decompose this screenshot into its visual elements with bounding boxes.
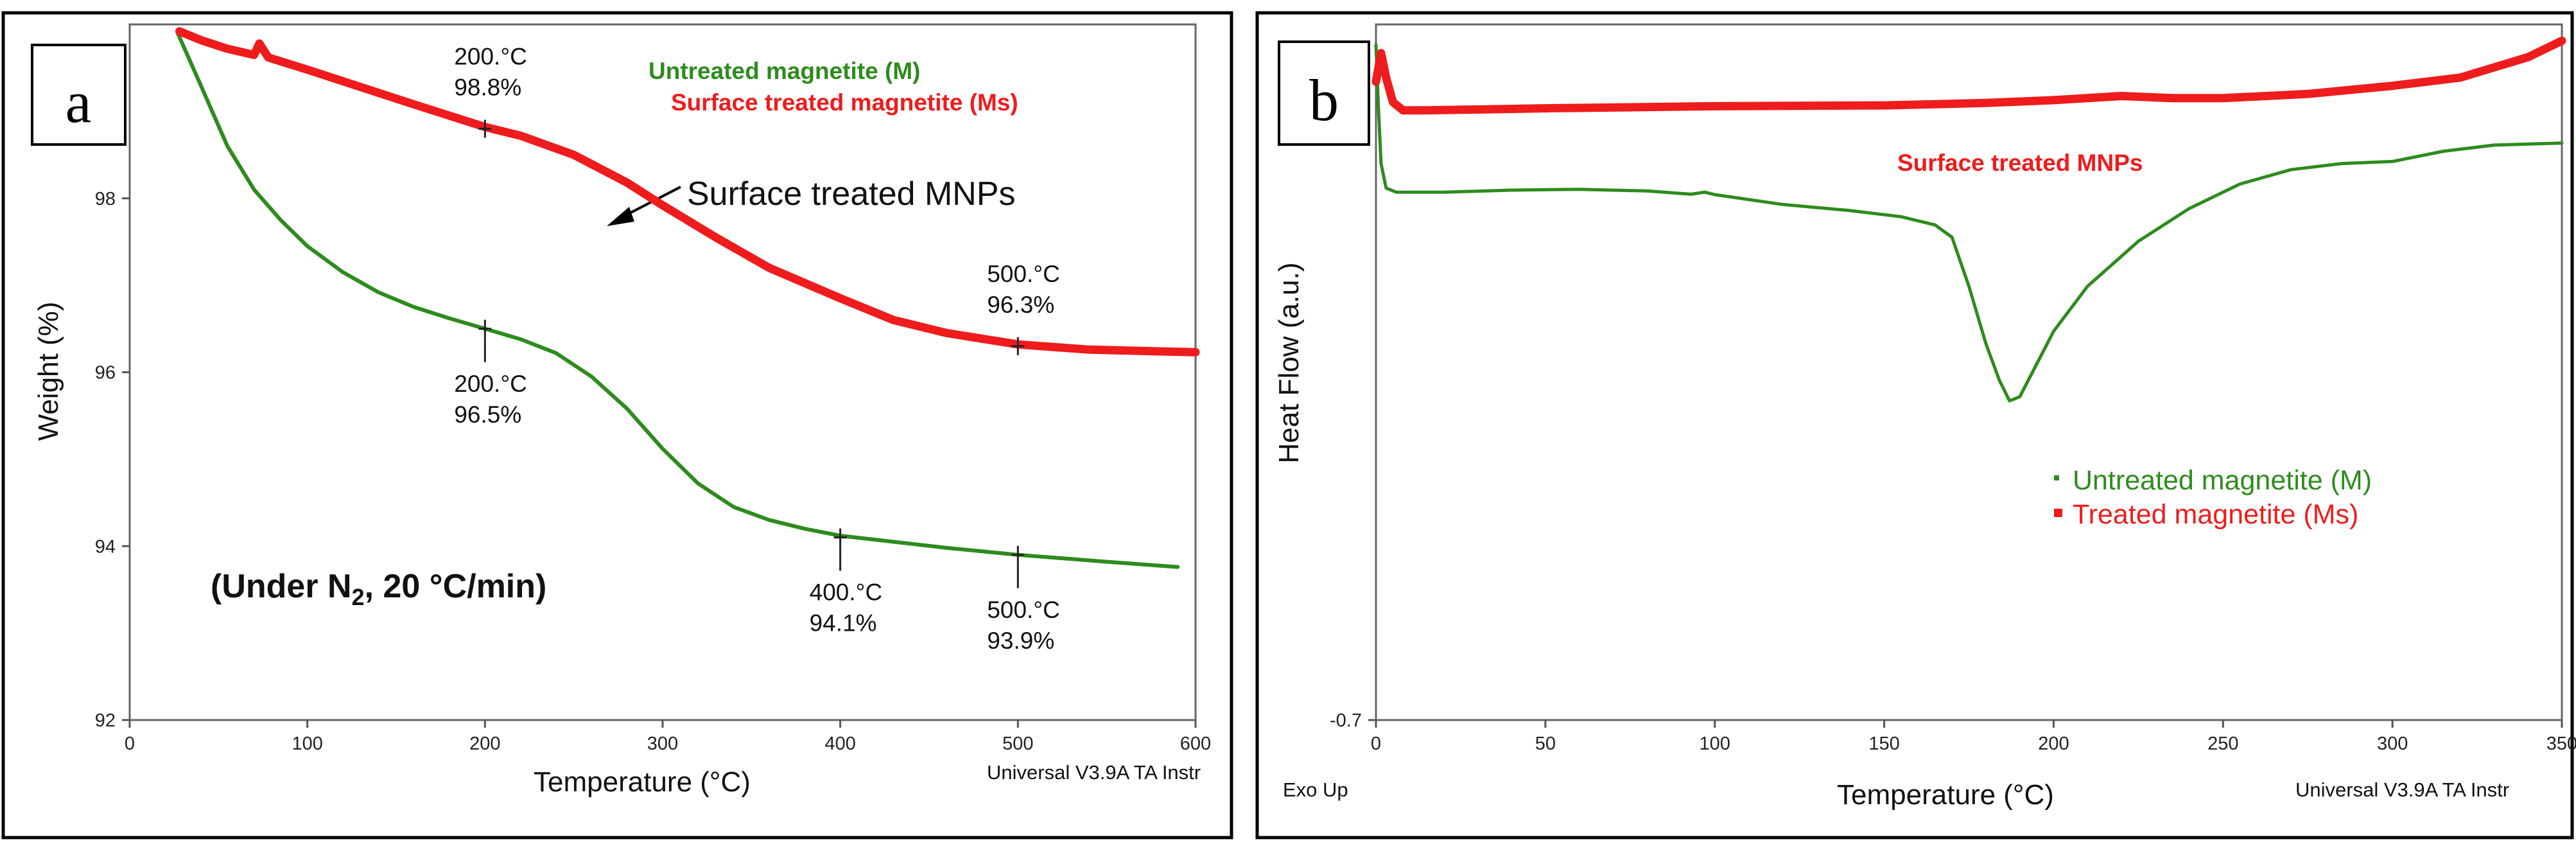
series-line-a-1 (175, 27, 1200, 356)
y-tick-label: 94 (95, 536, 116, 557)
annotation-temp: 200.°C (454, 43, 527, 69)
panel-b-y-axis-title: Heat Flow (a.u.) (1273, 263, 1305, 464)
panel-b-letter: b (1309, 67, 1339, 133)
panel-a-arrow-label: Surface treated MNPs (687, 175, 1016, 213)
panel-b-series-label: Surface treated MNPs (1897, 150, 2143, 176)
annotation-pct: 93.9% (987, 628, 1054, 654)
x-tick-label: 0 (125, 734, 135, 754)
panel-b: b Surface treated MNPs Untreated magneti… (1255, 11, 2576, 840)
panel-b-legend-marker-untreated (2054, 475, 2059, 480)
panel-b-frame (1255, 11, 2574, 840)
panel-a-condition: (Under N2, 20 °C/min) (211, 568, 546, 610)
annotation-temp: 400.°C (810, 579, 883, 606)
panel-a: a Untreated magnetite (M) Surface treate… (1, 11, 1233, 840)
panel-a-ticks: 0 100 200 300 400 500 600 92 94 96 98 (95, 189, 1211, 754)
y-tick-label: 92 (95, 710, 116, 731)
x-tick-label: 200 (2038, 734, 2069, 754)
x-tick-label: 600 (1180, 734, 1211, 754)
panel-b-footer: Universal V3.9A TA Instr (2295, 778, 2509, 801)
panel-a-frame (1, 11, 1233, 840)
panel-a-y-axis-title: Weight (%) (33, 302, 64, 441)
x-tick-label: 150 (1868, 734, 1899, 754)
y-tick-label: 98 (95, 189, 116, 209)
x-tick-label: 300 (647, 734, 678, 754)
panel-a-arrow-head (607, 207, 634, 226)
series-line-a-0 (175, 31, 1180, 569)
series-line-b-0 (1374, 43, 2564, 403)
x-tick-label: 500 (1002, 734, 1033, 754)
panel-a-legend-treated: Surface treated magnetite (Ms) (671, 89, 1018, 116)
x-tick-label: 0 (1371, 734, 1381, 754)
x-tick-label: 300 (2377, 734, 2408, 754)
panel-b-footer-left: Exo Up (1283, 778, 1348, 801)
panel-b-ticks: 0 50 100 150 200 250 300 350 -0.7 (1330, 710, 2576, 754)
panel-b-legend-untreated: Untreated magnetite (M) (2073, 465, 2372, 496)
panel-b-legend-treated: Treated magnetite (Ms) (2073, 499, 2358, 530)
panel-a-series (175, 27, 1200, 569)
x-tick-label: 50 (1535, 734, 1556, 754)
panel-a-annotations: 200.°C 98.8% 500.°C 96.3% 200.°C 96.5% 400.°C 9… (454, 43, 1060, 653)
panel-a-x-axis-title: Temperature (°C) (534, 766, 751, 798)
x-tick-label: 100 (292, 734, 322, 754)
annotation-pct: 94.1% (810, 610, 877, 637)
x-tick-label: 200 (469, 734, 500, 754)
panel-b-legend-marker-treated (2054, 509, 2062, 517)
x-tick-label: 250 (2207, 734, 2238, 754)
y-tick-label: -0.7 (1330, 710, 1362, 731)
panel-a-legend-untreated: Untreated magnetite (M) (648, 58, 920, 84)
y-tick-label: 96 (95, 363, 116, 383)
annotation-pct: 96.3% (987, 292, 1054, 318)
annotation-pct: 98.8% (454, 74, 521, 100)
x-tick-label: 350 (2546, 734, 2576, 754)
x-tick-label: 400 (824, 734, 855, 754)
annotation-temp: 200.°C (454, 371, 527, 397)
series-line-b-1 (1371, 37, 2566, 115)
annotation-temp: 500.°C (987, 261, 1060, 287)
annotation-temp: 500.°C (987, 597, 1060, 623)
x-tick-label: 100 (1700, 734, 1730, 754)
panel-b-letter-box (1278, 40, 1370, 146)
panel-a-footer: Universal V3.9A TA Instr (987, 761, 1201, 784)
panel-a-letter: a (65, 69, 92, 135)
panel-b-series (1371, 37, 2566, 403)
annotation-pct: 96.5% (454, 401, 521, 428)
panel-b-x-axis-title: Temperature (°C) (1837, 779, 2054, 811)
panel-b-plot-area (1375, 23, 2563, 721)
panel-a-letter-box (31, 44, 126, 146)
